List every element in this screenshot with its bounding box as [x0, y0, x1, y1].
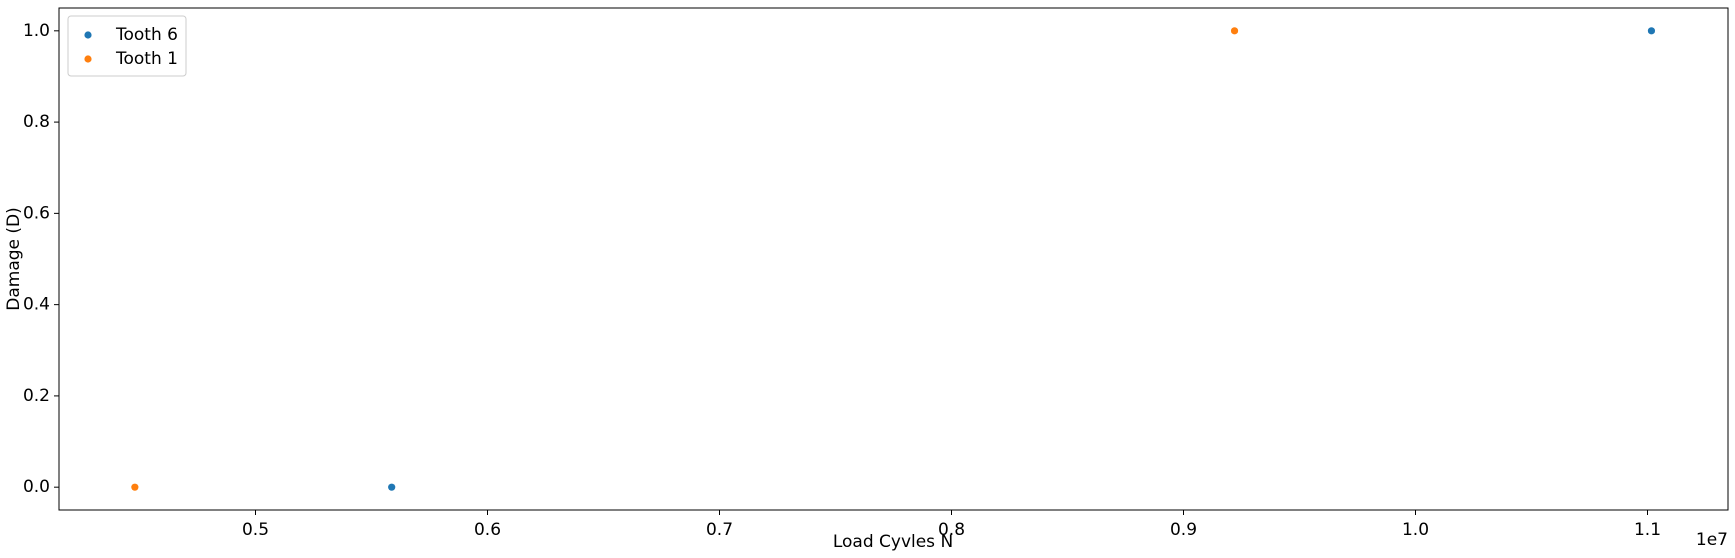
y-tick-label: 0.0 [23, 477, 50, 497]
legend-label: Tooth 1 [115, 49, 178, 69]
y-tick-label: 1.0 [23, 21, 50, 41]
x-tick-label: 0.9 [1170, 520, 1197, 540]
y-tick-label: 0.2 [23, 386, 50, 406]
x-tick-label: 0.7 [706, 520, 733, 540]
legend-label: Tooth 6 [115, 25, 178, 45]
x-tick-label: 1.1 [1634, 520, 1661, 540]
x-axis-label: Load Cyvles N [833, 532, 953, 552]
point [1230, 27, 1239, 35]
x-tick-label: 1.0 [1402, 520, 1429, 540]
y-tick-label: 0.6 [23, 203, 50, 223]
point [388, 483, 396, 491]
y-tick-label: 0.8 [23, 112, 50, 132]
plot-frame [58, 7, 1729, 511]
legend-box [67, 15, 187, 77]
y-axis-label: Damage (D) [4, 207, 24, 311]
legend-marker [84, 31, 92, 39]
x-tick-label: 0.5 [242, 520, 269, 540]
legend-marker [84, 55, 92, 63]
x-tick-label: 0.8 [938, 520, 965, 540]
y-tick-label: 0.4 [23, 295, 50, 315]
x-tick-label: 0.6 [474, 520, 501, 540]
x-offset-label: 1e7 [1696, 530, 1728, 550]
point [131, 483, 139, 491]
point [1647, 27, 1656, 35]
